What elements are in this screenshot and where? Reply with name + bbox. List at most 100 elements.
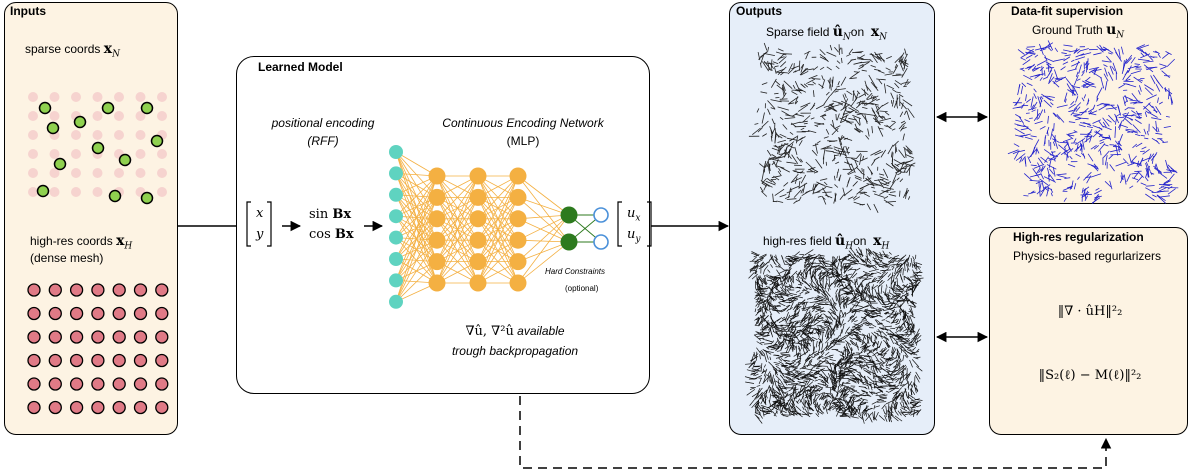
field-arrow: [1074, 146, 1079, 152]
field-arrow: [834, 46, 839, 53]
field-arrow: [865, 393, 870, 396]
field-arrow: [800, 63, 804, 69]
field-arrow: [775, 133, 783, 139]
field-arrow: [842, 374, 848, 376]
field-arrow: [833, 256, 837, 261]
field-arrow: [912, 269, 915, 275]
field-arrow: [821, 369, 829, 379]
field-arrow: [836, 278, 841, 283]
field-arrow: [806, 78, 816, 85]
field-arrow: [1023, 74, 1033, 81]
field-arrow: [886, 384, 891, 386]
field-arrow: [1162, 180, 1171, 185]
field-arrow: [796, 305, 801, 308]
field-arrow: [910, 330, 912, 336]
field-arrow: [813, 275, 818, 285]
field-arrow: [767, 375, 770, 383]
field-arrow: [1152, 194, 1157, 198]
field-arrow: [789, 260, 796, 263]
field-arrow: [894, 80, 903, 86]
field-arrow: [781, 354, 791, 357]
field-arrow: [817, 368, 824, 373]
field-arrow: [1036, 149, 1040, 154]
field-arrow: [901, 382, 908, 388]
backprop-dashed-line: [519, 396, 1112, 469]
field-arrow: [805, 270, 809, 280]
field-arrow: [1098, 126, 1103, 131]
field-arrow: [1082, 80, 1090, 86]
field-arrow: [852, 195, 857, 200]
field-arrow: [834, 367, 837, 372]
field-arrow: [872, 360, 876, 367]
field-arrow: [754, 295, 759, 299]
field-arrow: [1034, 54, 1039, 58]
field-arrow: [789, 131, 794, 135]
field-arrow: [911, 323, 914, 333]
field-arrow: [879, 189, 889, 195]
field-arrow: [796, 290, 801, 293]
field-arrow: [854, 364, 865, 368]
field-arrow: [1040, 186, 1047, 196]
field-arrow: [756, 275, 760, 280]
field-arrow: [916, 412, 919, 416]
field-arrow: [824, 194, 833, 199]
network-edge: [517, 175, 570, 216]
field-arrow: [813, 314, 820, 324]
field-arrow: [811, 265, 820, 268]
field-arrow: [782, 124, 788, 130]
field-arrow: [885, 368, 891, 372]
field-arrow: [788, 399, 793, 405]
field-arrow: [854, 320, 858, 323]
field-arrow: [767, 108, 771, 115]
faded-grid-point: [71, 187, 81, 197]
field-arrow: [1046, 164, 1057, 170]
field-arrow: [829, 398, 834, 406]
field-arrow: [780, 286, 784, 292]
field-arrow: [1064, 177, 1071, 179]
field-arrow: [1086, 175, 1092, 184]
field-arrow: [844, 340, 852, 346]
field-arrow: [829, 363, 833, 372]
field-arrow: [911, 359, 920, 368]
field-arrow: [883, 168, 889, 179]
field-arrow: [850, 396, 855, 404]
field-arrow: [1145, 161, 1151, 172]
field-arrow: [764, 393, 767, 404]
field-arrow: [781, 110, 791, 117]
field-arrow: [784, 272, 788, 280]
field-arrow: [792, 84, 796, 89]
field-arrow: [889, 406, 891, 411]
field-arrow: [902, 159, 914, 165]
faded-grid-point: [157, 111, 167, 121]
field-arrow: [886, 84, 895, 90]
field-arrow: [814, 314, 822, 322]
field-arrow: [895, 322, 900, 326]
field-arrow: [1044, 109, 1046, 114]
field-arrow: [799, 182, 808, 189]
faded-grid-point: [28, 168, 38, 178]
field-arrow: [795, 405, 802, 412]
field-arrow: [788, 388, 792, 392]
field-arrow: [848, 48, 854, 55]
field-arrow: [800, 277, 804, 282]
field-arrow: [853, 323, 860, 326]
field-arrow: [849, 336, 853, 340]
field-arrow: [908, 394, 913, 398]
field-arrow: [840, 319, 844, 328]
field-arrow: [890, 151, 893, 158]
field-arrow: [851, 400, 855, 406]
field-arrow: [809, 350, 818, 357]
field-arrow: [754, 331, 764, 336]
field-arrow: [905, 373, 909, 379]
field-arrow: [860, 282, 862, 287]
field-arrow: [1029, 180, 1040, 182]
field-arrow: [788, 372, 798, 378]
field-arrow: [880, 385, 884, 389]
field-arrow: [861, 298, 871, 303]
field-arrow: [870, 310, 875, 313]
field-arrow: [874, 68, 881, 71]
field-arrow: [819, 310, 825, 313]
regularization-panel: [989, 227, 1188, 435]
field-arrow: [1094, 189, 1102, 195]
field-arrow: [887, 313, 896, 315]
